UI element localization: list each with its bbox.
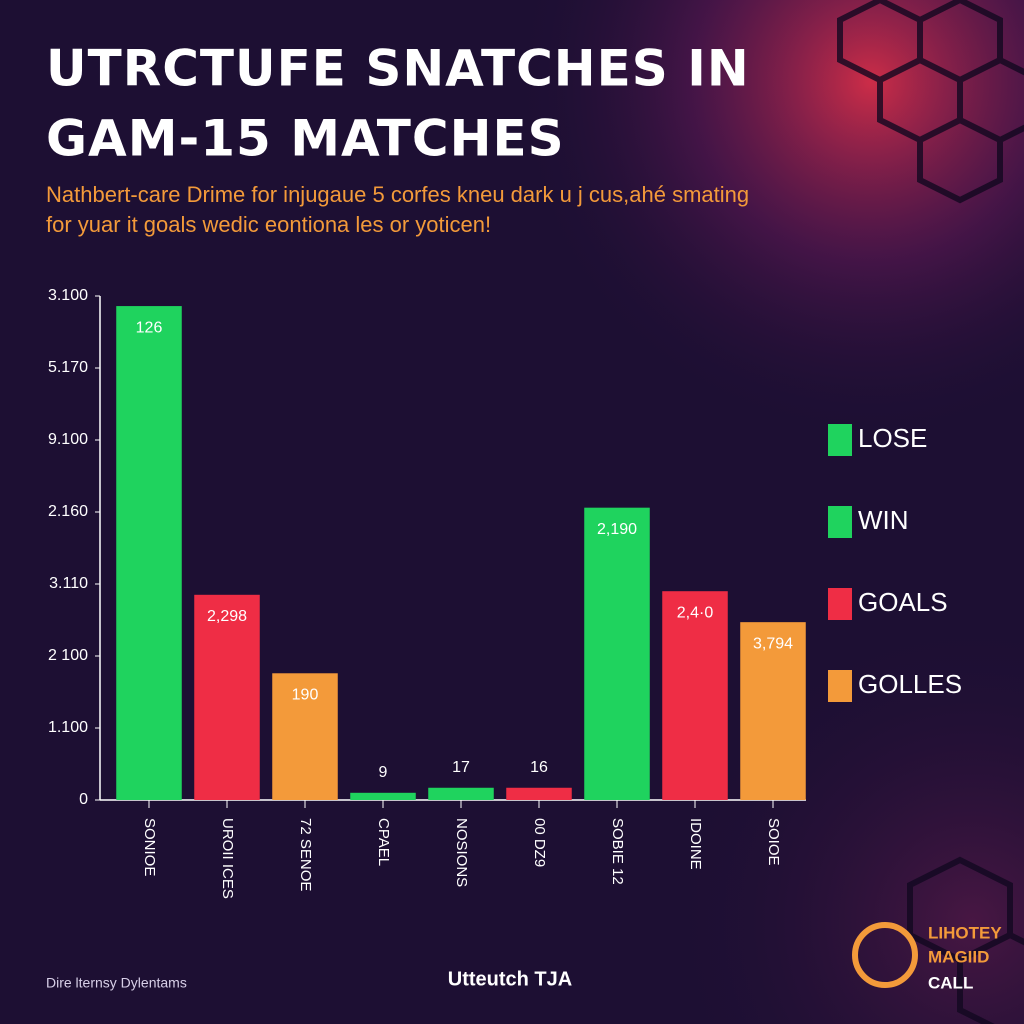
footer-title: Utteutch TJA [448, 968, 572, 990]
bar-label: 9 [379, 764, 388, 781]
legend-label: GOALS [858, 587, 948, 617]
bar-label: 3,794 [753, 635, 793, 652]
y-tick-label: 5.170 [48, 359, 88, 376]
x-tick-label: SOIOE [765, 818, 782, 866]
legend-swatch [828, 588, 852, 620]
bar [506, 787, 572, 800]
x-tick-label: SOBIE 12 [609, 818, 626, 885]
bar [428, 787, 494, 800]
x-tick-label: 72 SENOE [297, 818, 314, 891]
y-tick-label: 3.100 [48, 287, 88, 304]
logo-text: MAGIID [928, 947, 989, 966]
y-tick-label: 1.100 [48, 719, 88, 736]
bar [662, 591, 728, 800]
legend-swatch [828, 670, 852, 702]
legend-label: GOLLES [858, 669, 962, 699]
bar [194, 594, 260, 800]
hexagons [837, 0, 1024, 1024]
x-tick-label: CPAEL [375, 818, 392, 866]
logo-text: CALL [928, 973, 973, 992]
bar-label: 2,4·0 [677, 604, 714, 621]
legend-label: WIN [858, 505, 909, 535]
chart-title: GAM-15 MATCHES [46, 110, 565, 168]
bar [350, 792, 416, 800]
bar [272, 673, 338, 800]
legend-label: LOSE [858, 423, 927, 453]
y-tick-label: 9.100 [48, 431, 88, 448]
legend-swatch [828, 506, 852, 538]
y-tick-label: 2 100 [48, 647, 88, 664]
subtitle: Nathbert-care Drime for injugaue 5 corfe… [46, 182, 749, 207]
bar [740, 622, 806, 800]
x-tick-label: IDOINE [687, 818, 704, 870]
logo-text: LIHOTEY [928, 923, 1002, 942]
logo-icon [852, 922, 918, 988]
bar-label: 2,190 [597, 521, 637, 538]
bar-label: 190 [292, 686, 319, 703]
subtitle: for yuar it goals wedic eontiona les or … [46, 212, 491, 237]
bar-label: 2,298 [207, 608, 247, 625]
x-tick-label: SONIOE [141, 818, 158, 876]
y-tick-label: 3.110 [49, 575, 88, 592]
bar [584, 507, 650, 800]
x-tick-label: 00 DZ9 [531, 818, 548, 867]
x-tick-label: NOSIONS [453, 818, 470, 887]
chart-title: UTRCTUFE SNATCHES IN [46, 40, 750, 98]
bar-label: 17 [452, 759, 470, 776]
bar [116, 306, 182, 800]
y-tick-label: 2.160 [48, 503, 88, 520]
footer-note: Dire lternsy Dylentams [46, 975, 187, 991]
legend-swatch [828, 424, 852, 456]
bar-label: 126 [136, 319, 163, 336]
bar-label: 16 [530, 759, 548, 776]
x-tick-label: UROII ICES [219, 818, 236, 899]
y-tick-label: 0 [79, 791, 88, 808]
